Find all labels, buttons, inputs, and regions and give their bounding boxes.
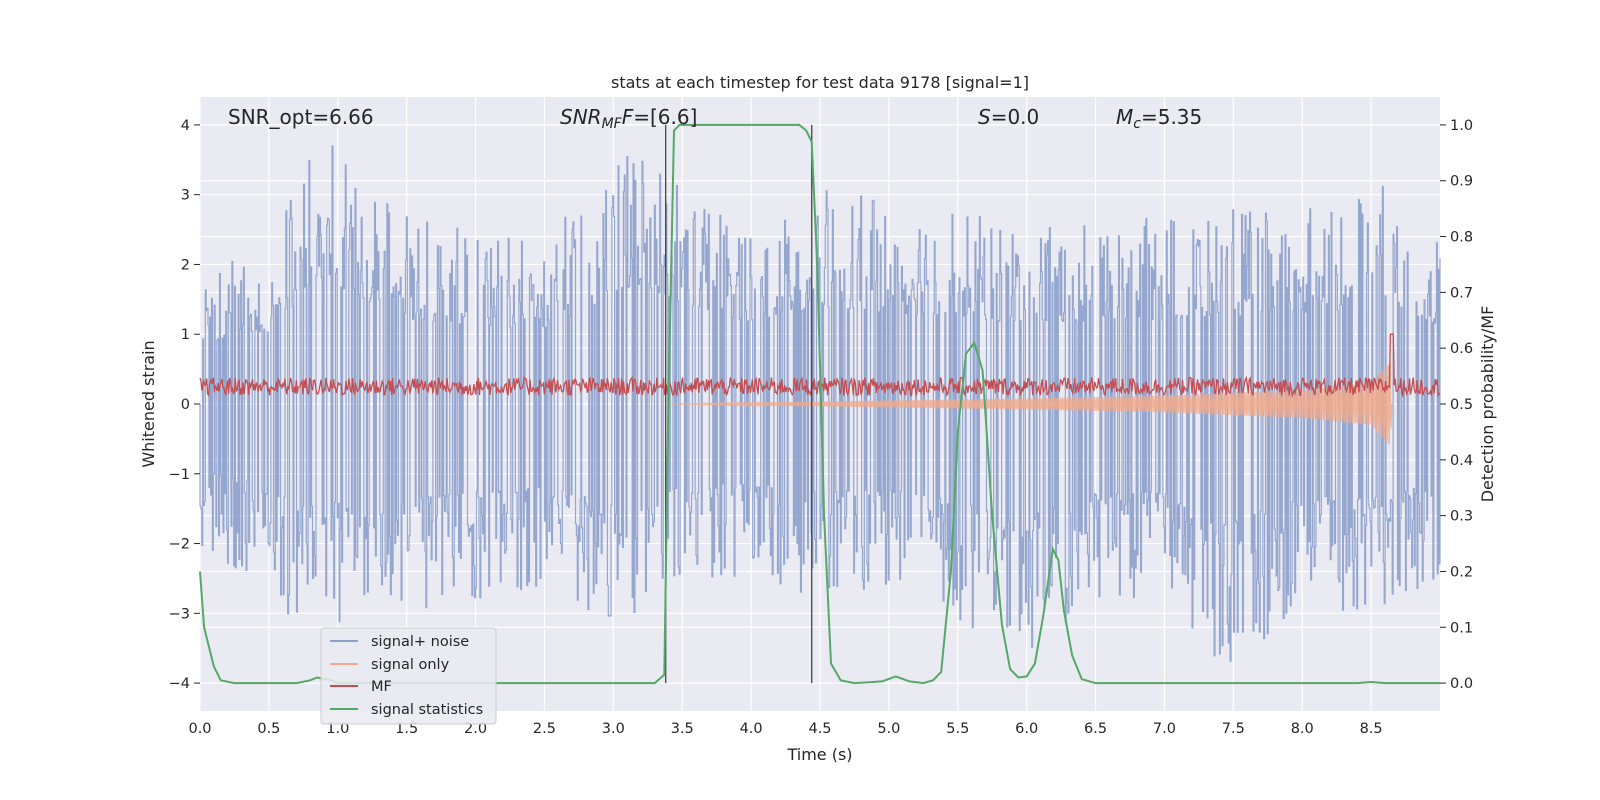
y2-tick-label: 0.4 — [1450, 453, 1473, 469]
x-tick-label: 8.5 — [1360, 721, 1383, 737]
y2-tick-label: 0.9 — [1450, 174, 1473, 190]
x-tick-label: 6.0 — [1015, 721, 1038, 737]
y2-axis-ticks: 0.0 0.1 0.2 0.3 0.4 0.5 0.6 0.7 0.8 0.9 1.0 — [1440, 118, 1473, 692]
x-tick-label: 8.0 — [1291, 721, 1314, 737]
y-tick-label: 4 — [181, 118, 190, 134]
y-tick-label: 0 — [181, 397, 190, 413]
x-tick-label: 4.5 — [808, 721, 831, 737]
snr-mf-f: F — [622, 105, 634, 129]
signal-noise-series — [199, 145, 1441, 662]
x-tick-label: 7.0 — [1153, 721, 1176, 737]
x-tick-label: 4.0 — [740, 721, 763, 737]
snr-opt-annotation: SNR_opt=6.66 — [228, 105, 374, 129]
x-axis-ticks: 0.0 0.5 1.0 1.5 2.0 2.5 3.0 3.5 4.0 4.5 5.0 5.5 6.0 6… — [188, 721, 1382, 737]
x-tick-label: 5.0 — [877, 721, 900, 737]
y2-tick-label: 0.6 — [1450, 341, 1473, 357]
signal-only-line — [668, 362, 1393, 445]
legend-label-mf: MF — [371, 679, 392, 695]
y-tick-label: 1 — [181, 327, 190, 343]
snr-mf-sub: MF — [602, 116, 623, 132]
chart-title: stats at each timestep for test data 917… — [611, 73, 1029, 92]
s-label: S — [978, 105, 991, 129]
x-tick-label: 2.0 — [464, 721, 487, 737]
legend-label-stats: signal statistics — [371, 702, 483, 718]
s-annotation: S=0.0 — [978, 105, 1039, 129]
snr-mf-base: SNR — [560, 105, 602, 129]
legend-label-signal: signal only — [371, 657, 450, 673]
y-tick-label: −4 — [169, 676, 190, 692]
snr-mf-value: =[6.6] — [633, 105, 697, 129]
x-tick-label: 0.5 — [257, 721, 280, 737]
y-tick-label: 2 — [181, 257, 190, 273]
y-tick-label: 3 — [181, 188, 190, 204]
signal-only-series — [668, 362, 1393, 445]
mc-annotation: Mc=5.35 — [1116, 105, 1202, 132]
x-tick-label: 1.5 — [395, 721, 418, 737]
mc-value: =5.35 — [1141, 105, 1202, 129]
x-axis-label: Time (s) — [786, 745, 852, 764]
y2-axis-label: Detection probability/MF — [1478, 306, 1497, 503]
x-tick-label: 6.5 — [1084, 721, 1107, 737]
x-tick-label: 5.5 — [946, 721, 969, 737]
x-tick-label: 3.0 — [602, 721, 625, 737]
y2-tick-label: 0.1 — [1450, 620, 1473, 636]
y2-tick-label: 0.5 — [1450, 397, 1473, 413]
snr-mf-annotation: SNRMFF=[6.6] — [560, 105, 697, 132]
x-tick-label: 7.5 — [1222, 721, 1245, 737]
mc-sub: c — [1133, 116, 1141, 132]
signal-noise-line — [199, 145, 1441, 662]
x-tick-label: 1.0 — [326, 721, 349, 737]
y-tick-label: −3 — [169, 606, 190, 622]
y-tick-label: −2 — [169, 537, 190, 553]
mc-label: M — [1116, 105, 1133, 129]
y2-tick-label: 0.7 — [1450, 285, 1473, 301]
y-tick-label: −1 — [169, 467, 190, 483]
legend: signal+ noise signal only MF signal stat… — [320, 627, 497, 725]
y-axis-ticks: −4 −3 −2 −1 0 1 2 3 4 — [169, 118, 200, 692]
y2-tick-label: 0.0 — [1450, 676, 1473, 692]
y-axis-label: Whitened strain — [139, 340, 158, 467]
x-tick-label: 0.0 — [188, 721, 211, 737]
y2-tick-label: 1.0 — [1450, 118, 1473, 134]
x-tick-label: 3.5 — [671, 721, 694, 737]
legend-label-noise: signal+ noise — [371, 634, 469, 650]
y2-tick-label: 0.2 — [1450, 564, 1473, 580]
s-value: =0.0 — [991, 105, 1040, 129]
x-tick-label: 2.5 — [533, 721, 556, 737]
y2-tick-label: 0.8 — [1450, 230, 1473, 246]
legend-frame — [320, 627, 497, 725]
y2-tick-label: 0.3 — [1450, 509, 1473, 525]
